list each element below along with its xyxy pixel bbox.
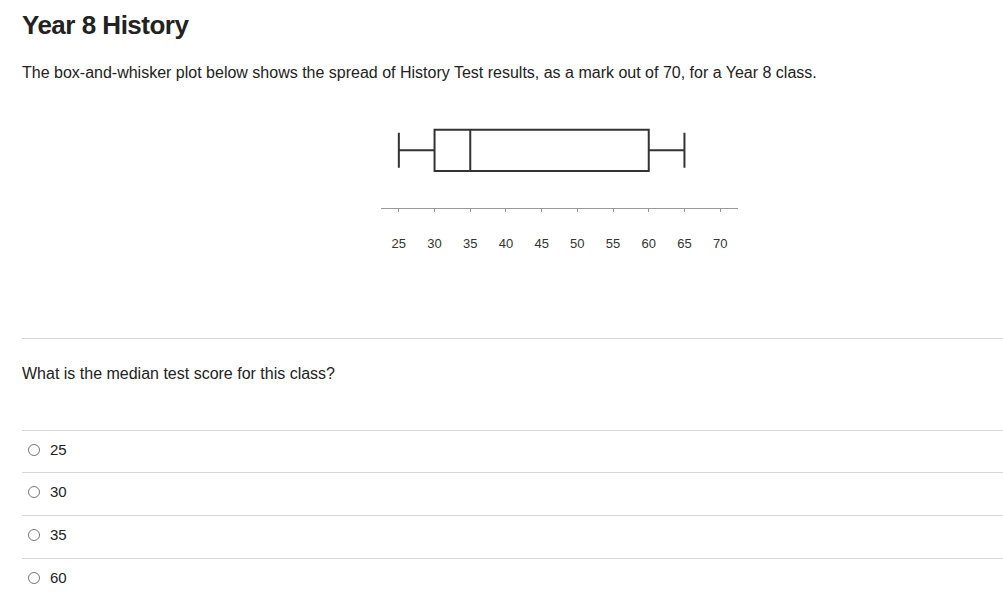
svg-text:60: 60 bbox=[642, 236, 656, 251]
svg-text:45: 45 bbox=[534, 236, 548, 251]
html-text:What is the median test score: What is the median test score for this c… bbox=[22, 365, 335, 382]
html-text:Year 8 History: Year 8 History bbox=[22, 10, 189, 40]
svg-text:55: 55 bbox=[606, 236, 620, 251]
html-text:35: 35 bbox=[50, 526, 67, 543]
svg-text:70: 70 bbox=[713, 236, 727, 251]
svg-text:30: 30 bbox=[427, 236, 441, 251]
svg-text:35: 35 bbox=[463, 236, 477, 251]
html-text:25: 25 bbox=[50, 441, 67, 458]
svg-text:50: 50 bbox=[570, 236, 584, 251]
html-text:30: 30 bbox=[50, 483, 67, 500]
svg-text:40: 40 bbox=[499, 236, 513, 251]
svg-text:25: 25 bbox=[392, 236, 406, 251]
html-text:60: 60 bbox=[50, 569, 67, 586]
svg-text:65: 65 bbox=[677, 236, 691, 251]
html-text:The box-and-whisker plot below: The box-and-whisker plot below shows the… bbox=[22, 64, 817, 81]
